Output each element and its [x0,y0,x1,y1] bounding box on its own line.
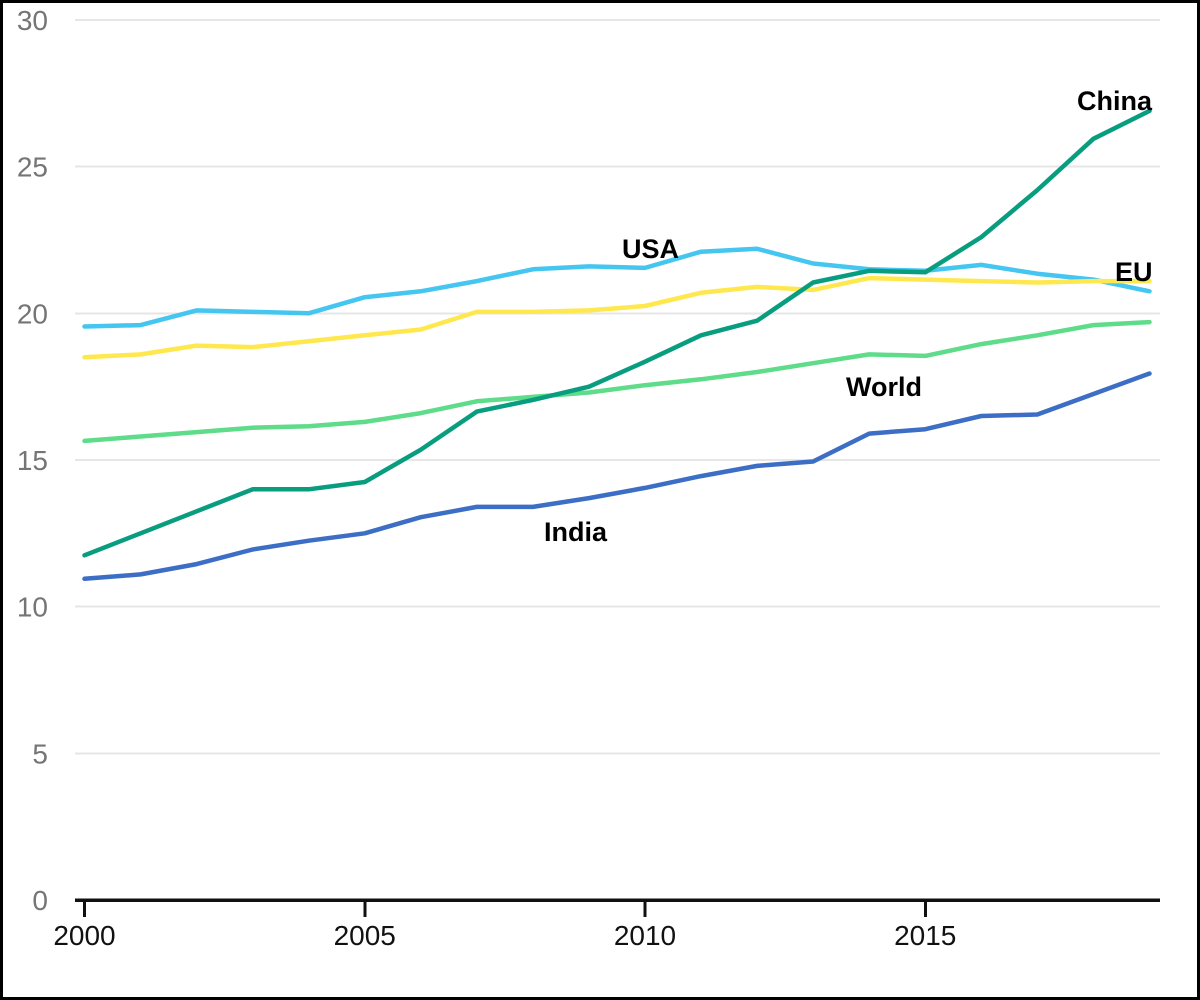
series-line-china [82,108,1152,558]
series-label-usa: USA [622,234,679,264]
series-line-eu [82,275,1152,360]
chart-canvas: 0 5 10 15 20 25 30 2000 2005 2010 2015 India World US… [17,5,1160,951]
x-tick-label-2000: 2000 [53,920,115,951]
series-label-china: China [1077,86,1153,116]
x-tick-label-2005: 2005 [334,920,396,951]
y-tick-label-10: 10 [17,592,48,623]
y-tick-label-20: 20 [17,298,48,329]
y-tick-label-15: 15 [17,445,48,476]
series-label-world: World [846,372,922,402]
y-tick-label-30: 30 [17,5,48,36]
y-tick-label-25: 25 [17,152,48,183]
series-label-eu: EU [1115,257,1153,287]
y-tick-label-5: 5 [32,738,48,769]
series-line-world [82,319,1152,444]
x-tick-label-2010: 2010 [614,920,676,951]
x-tick-label-2015: 2015 [894,920,956,951]
series-line-usa [82,246,1152,329]
series-line-india [82,371,1152,582]
line-chart-figure: 0 5 10 15 20 25 30 2000 2005 2010 2015 India World US… [3,3,1197,997]
y-tick-label-0: 0 [32,885,48,916]
series-label-india: India [544,517,608,547]
